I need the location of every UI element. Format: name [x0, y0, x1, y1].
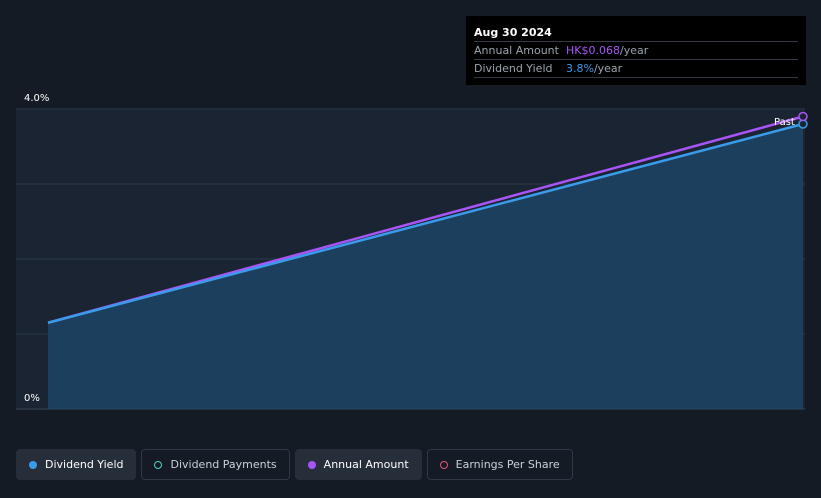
- dividend-yield-line: [47, 122, 804, 324]
- annual-amount-dot-icon: [307, 460, 316, 469]
- hover-tooltip: Aug 30 2024 Annual Amount HK$0.068 /year…: [466, 16, 806, 85]
- legend-dividend-payments[interactable]: Dividend Payments: [141, 449, 290, 480]
- tooltip-annual-amount-label: Annual Amount: [474, 44, 559, 57]
- legend-dividend-payments-label: Dividend Payments: [170, 458, 277, 471]
- legend-earnings-per-share-label: Earnings Per Share: [455, 458, 560, 471]
- tooltip-date: Aug 30 2024: [474, 24, 798, 42]
- earnings-per-share-ring-icon: [439, 460, 448, 469]
- tooltip-dividend-yield-row: Dividend Yield 3.8% /year: [474, 60, 798, 78]
- legend-annual-amount-label: Annual Amount: [323, 458, 409, 471]
- legend-dividend-yield-label: Dividend Yield: [45, 458, 124, 471]
- tooltip-annual-amount-value: HK$0.068: [566, 44, 620, 57]
- annual-amount-end-point: [798, 111, 808, 122]
- dividend-yield-area: [48, 124, 803, 409]
- legend-dividend-yield[interactable]: Dividend Yield: [16, 449, 137, 480]
- legend-earnings-per-share[interactable]: Earnings Per Share: [426, 449, 573, 480]
- tooltip-annual-amount-row: Annual Amount HK$0.068 /year: [474, 42, 798, 60]
- dividend-yield-dot-icon: [29, 460, 37, 469]
- tooltip-annual-amount-unit: /year: [619, 44, 649, 57]
- past-annotation: Past: [774, 117, 795, 128]
- tooltip-dividend-yield-unit: /year: [593, 62, 623, 75]
- y-axis-max-label: 4.0%: [24, 93, 49, 104]
- y-axis-min-label: 0%: [24, 393, 40, 404]
- dividend-payments-ring-icon: [154, 460, 163, 469]
- legend-annual-amount[interactable]: Annual Amount: [294, 449, 422, 480]
- chart-legend: Dividend Yield Dividend Payments Annual …: [16, 449, 573, 480]
- tooltip-dividend-yield-value: 3.8%: [566, 62, 594, 75]
- tooltip-dividend-yield-label: Dividend Yield: [474, 62, 553, 75]
